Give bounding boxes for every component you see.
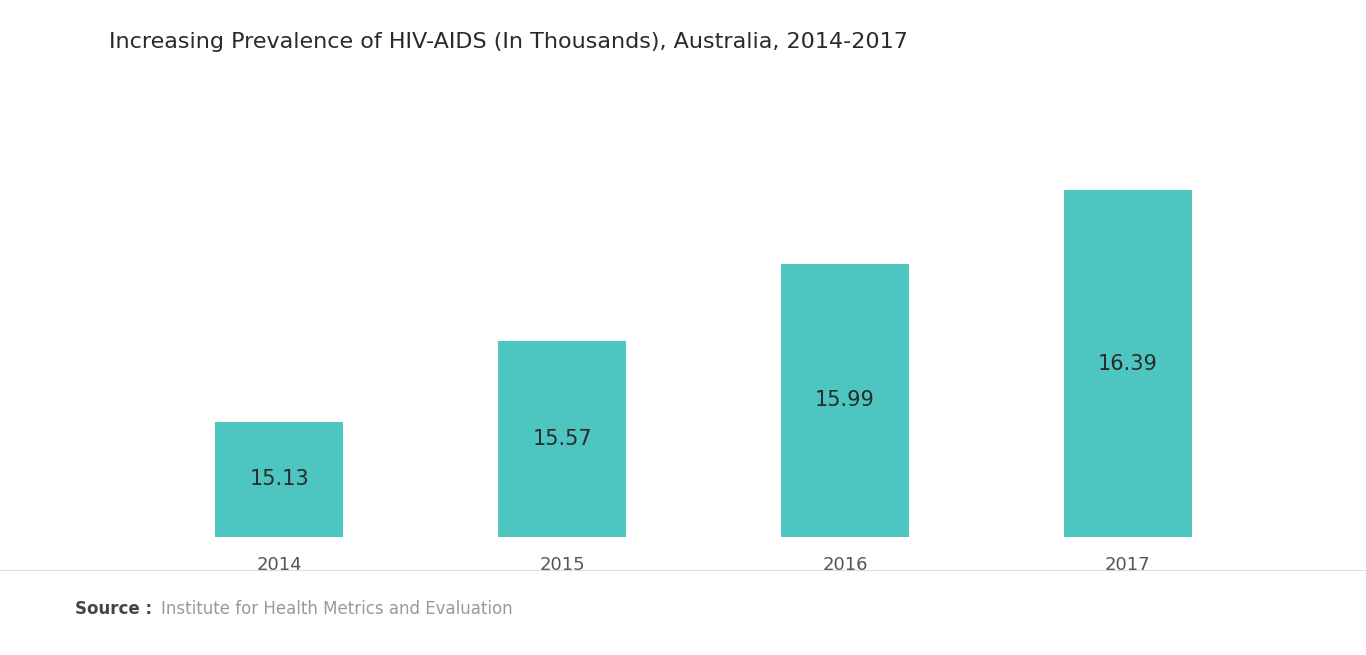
Text: Source :: Source :: [75, 600, 152, 618]
Bar: [781, 264, 908, 537]
Bar: [499, 341, 626, 537]
Bar: [216, 422, 343, 537]
Text: 15.57: 15.57: [533, 429, 591, 449]
Text: Increasing Prevalence of HIV-AIDS (In Thousands), Australia, 2014-2017: Increasing Prevalence of HIV-AIDS (In Th…: [109, 32, 908, 52]
Text: 15.13: 15.13: [249, 470, 309, 489]
Text: 16.39: 16.39: [1098, 354, 1158, 374]
Bar: [1064, 191, 1191, 537]
Text: 15.99: 15.99: [816, 390, 874, 411]
Text: Institute for Health Metrics and Evaluation: Institute for Health Metrics and Evaluat…: [161, 600, 512, 618]
